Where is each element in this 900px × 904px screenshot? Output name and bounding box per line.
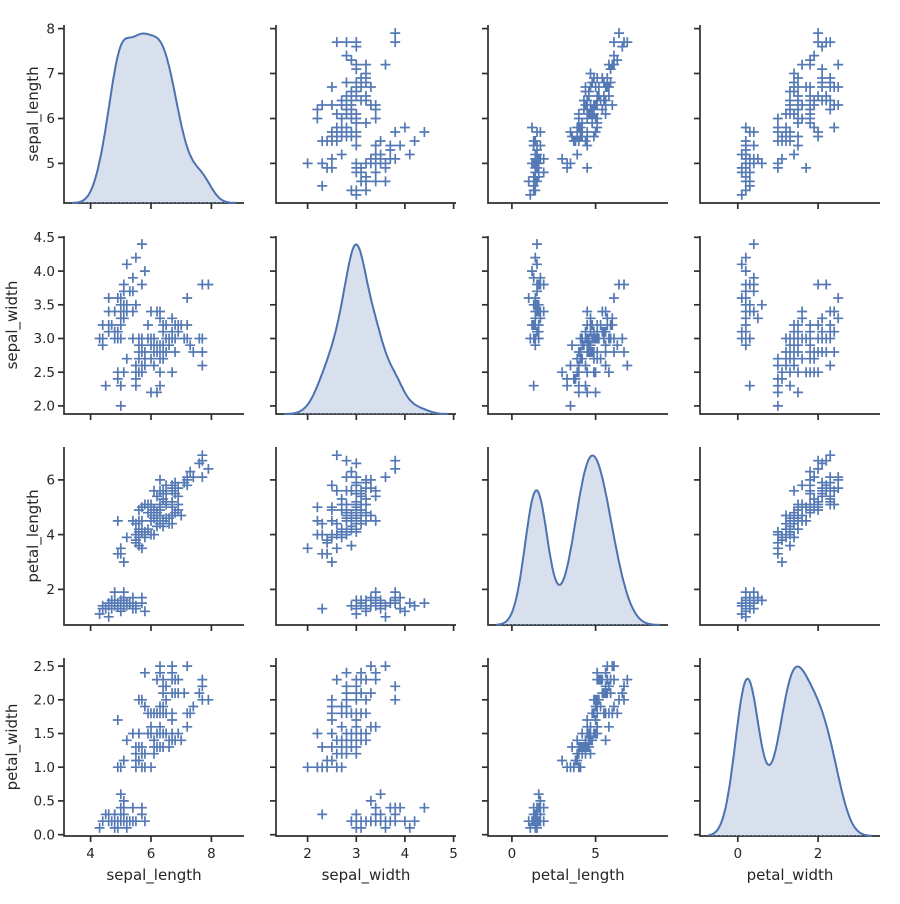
x-tick-label: 0 — [734, 846, 743, 862]
axes-spines — [63, 658, 244, 837]
axes-spines — [487, 25, 668, 204]
axes-spines — [487, 658, 668, 837]
y-tick-label: 2.0 — [34, 693, 55, 709]
y-tick-label: 5 — [46, 156, 55, 172]
subplot-sepal_length-vs-petal_width — [694, 25, 880, 209]
y-tick-label: 3.5 — [34, 298, 55, 314]
x-axis-title-sepal-length: sepal_length — [106, 866, 201, 885]
axes-spines — [699, 25, 880, 204]
y-tick-label: 0.0 — [34, 827, 55, 843]
x-tick-label: 3 — [352, 846, 361, 862]
axes-spines — [63, 236, 244, 415]
x-tick-label: 5 — [449, 846, 458, 862]
x-axis-title-sepal-width: sepal_width — [322, 866, 411, 885]
subplot-sepal_width-vs-petal_length — [482, 236, 668, 420]
x-tick-label: 6 — [147, 846, 156, 862]
x-axis-titles: sepal_length sepal_width petal_length pe… — [106, 866, 833, 885]
subplot-petal_length-vs-petal_width — [694, 447, 880, 631]
scatter-points-petal_length-vs-sepal_width — [302, 450, 430, 622]
x-tick-label: 2 — [303, 846, 312, 862]
y-tick-label: 1.0 — [34, 760, 55, 776]
x-axis-title-petal-width: petal_width — [747, 866, 834, 885]
x-tick-label: 5 — [591, 846, 600, 862]
scatter-points-sepal_width-vs-sepal_length — [94, 239, 214, 411]
scatter-points-petal_width-vs-petal_length — [523, 661, 633, 833]
kde-area-sepal_length — [72, 33, 236, 203]
y-tick-label: 8 — [46, 21, 55, 37]
kde-area-sepal_width — [284, 244, 448, 414]
x-axis-title-petal-length: petal_length — [531, 866, 624, 885]
x-tick-label: 2 — [814, 846, 823, 862]
kde-curve-sepal_length — [72, 32, 236, 204]
axes-spines — [275, 25, 456, 204]
subplot-petal_width-vs-sepal_length: 4 6 8 0.0 0.5 1.0 1.5 2.0 2.5 — [34, 658, 244, 862]
scatter-points-sepal_length-vs-petal_length — [523, 28, 633, 200]
scatter-points-petal_length-vs-petal_width — [736, 450, 844, 622]
subplot-sepal_width-vs-petal_width — [694, 236, 880, 420]
y-axis-title-sepal-width: sepal_width — [3, 281, 22, 370]
scatter-points-sepal_width-vs-petal_width — [736, 239, 844, 411]
axes-spines — [699, 658, 880, 837]
axes-spines — [699, 236, 880, 415]
scatter-points-petal_length-vs-sepal_length — [94, 450, 214, 622]
axes-spines — [699, 447, 880, 626]
y-axis-title-sepal-length: sepal_length — [24, 66, 43, 161]
y-tick-label: 6 — [46, 111, 55, 127]
y-tick-label: 2.0 — [34, 399, 55, 415]
subplot-petal_length-vs-sepal_length: 2 4 6 — [46, 447, 244, 631]
kde-curve-petal_length — [496, 454, 660, 626]
subplot-petal_width-vs-sepal_width: 2 3 4 5 — [270, 658, 458, 862]
subplot-sepal_length-vs-sepal_width — [270, 25, 456, 209]
y-tick-label: 6 — [46, 473, 55, 489]
scatter-points-sepal_length-vs-sepal_width — [302, 28, 430, 200]
kde-area-petal_length — [496, 455, 660, 625]
subplot-grid: 5 6 7 8 2.0 2.5 3.0 3.5 4.0 4.5 2 4 6 4 6 8 0.0 0.5 1.0 1.5… — [34, 21, 880, 862]
y-axis-title-petal-length: petal_length — [24, 489, 43, 582]
kde-curve-petal_width — [707, 665, 872, 837]
subplot-sepal_width-vs-sepal_width — [270, 236, 456, 420]
y-tick-label: 2 — [46, 582, 55, 598]
y-tick-label: 2.5 — [34, 659, 55, 675]
axes-spines — [487, 447, 668, 626]
scatter-points-sepal_length-vs-petal_width — [736, 28, 844, 200]
x-tick-label: 4 — [86, 846, 95, 862]
axes-spines — [275, 236, 456, 415]
subplot-petal_length-vs-sepal_width — [270, 447, 456, 631]
x-tick-label: 8 — [207, 846, 216, 862]
y-axis-titles: sepal_length sepal_width petal_length pe… — [3, 66, 43, 790]
scatter-points-petal_width-vs-sepal_length — [94, 661, 214, 833]
axes-spines — [275, 447, 456, 626]
x-tick-label: 0 — [508, 846, 517, 862]
y-tick-label: 7 — [46, 66, 55, 82]
axes-spines — [275, 658, 456, 837]
axes-spines — [63, 447, 244, 626]
y-tick-label: 0.5 — [34, 794, 55, 810]
subplot-petal_length-vs-petal_length — [482, 447, 668, 631]
axes-spines — [487, 236, 668, 415]
y-axis-title-petal-width: petal_width — [3, 704, 22, 791]
y-tick-label: 4 — [46, 527, 55, 543]
scatter-points-sepal_width-vs-petal_length — [523, 239, 633, 411]
x-tick-label: 4 — [401, 846, 410, 862]
kde-area-petal_width — [708, 666, 872, 836]
scatter-points-petal_width-vs-sepal_width — [302, 661, 430, 833]
subplot-sepal_length-vs-sepal_length: 5 6 7 8 — [46, 21, 244, 209]
y-tick-label: 4.0 — [34, 264, 55, 280]
y-tick-label: 1.5 — [34, 726, 55, 742]
subplot-sepal_width-vs-sepal_length: 2.0 2.5 3.0 3.5 4.0 4.5 — [34, 230, 244, 420]
axes-spines — [63, 25, 244, 204]
kde-curve-sepal_width — [284, 243, 448, 415]
y-tick-label: 4.5 — [34, 230, 55, 246]
y-tick-label: 2.5 — [34, 365, 55, 381]
subplot-sepal_length-vs-petal_length — [482, 25, 668, 209]
y-tick-label: 3.0 — [34, 331, 55, 347]
